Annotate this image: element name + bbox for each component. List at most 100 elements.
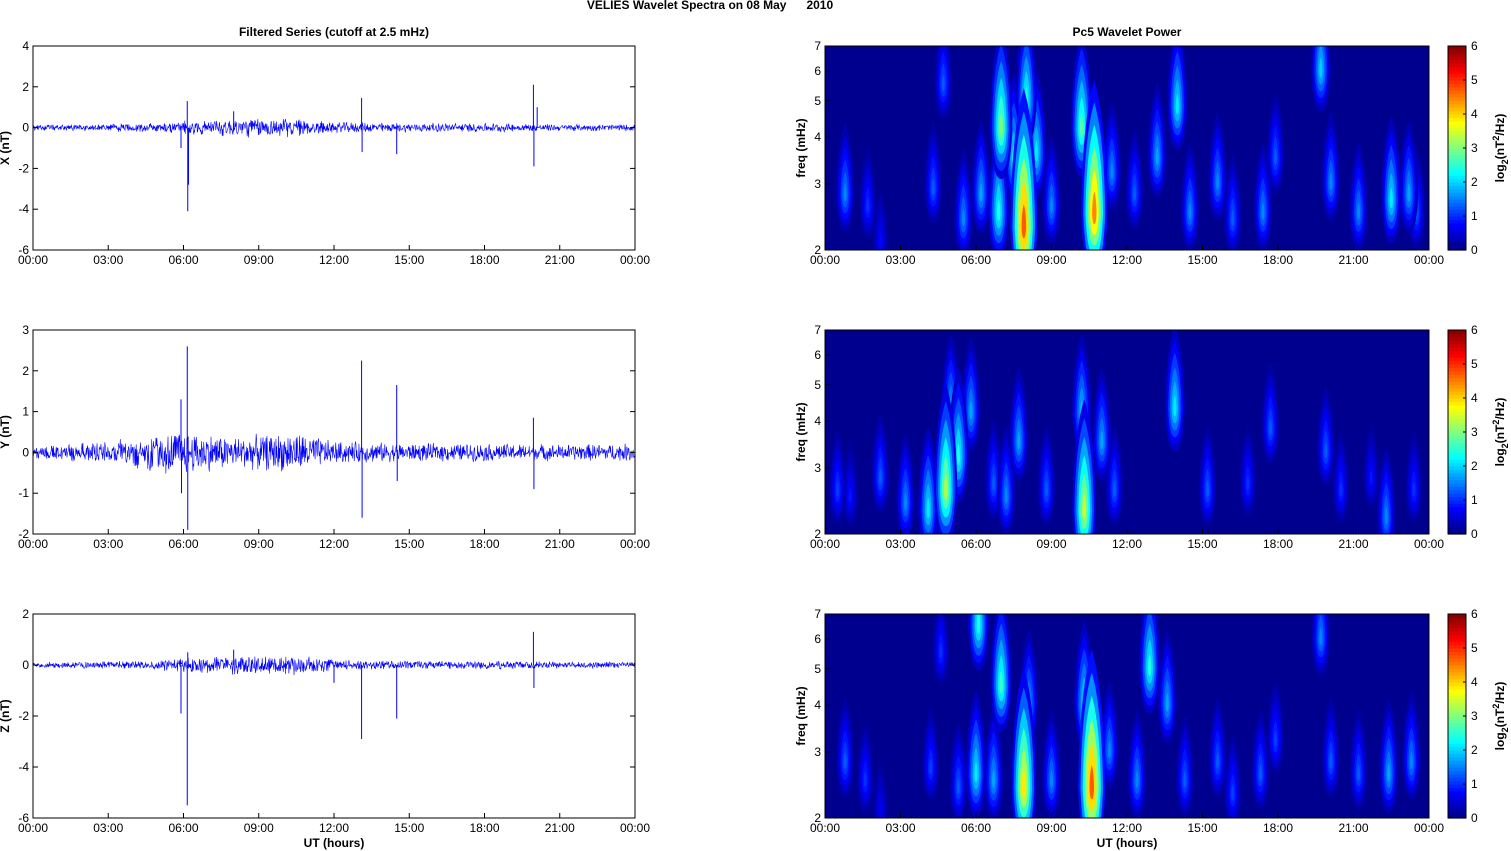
colorbar-tick-label: 4 [1471, 391, 1478, 405]
x-tick-label: 00:00 [620, 821, 650, 835]
y-tick-label: 3 [814, 177, 821, 191]
colorbar-swatch [1448, 233, 1466, 237]
y-tick-label: -6 [18, 243, 29, 257]
y-tick-label: 3 [814, 745, 821, 759]
power-blob [943, 473, 948, 501]
y-axis-label: Y (nT) [0, 415, 12, 449]
colorbar-swatch [1448, 624, 1466, 629]
colorbar-swatch [1448, 182, 1466, 186]
colorbar-swatch [1448, 736, 1466, 741]
colorbar-swatch [1448, 784, 1466, 788]
power-blob [1273, 730, 1277, 747]
colorbar-tick-label: 4 [1471, 107, 1478, 121]
colorbar-swatch [1448, 428, 1466, 433]
x-tick-label: 03:00 [885, 253, 915, 267]
power-blob [1231, 784, 1235, 801]
colorbar-swatch [1448, 455, 1466, 460]
power-blob [1384, 506, 1388, 525]
x-tick-label: 21:00 [545, 537, 575, 551]
colorbar-swatch [1448, 185, 1466, 190]
colorbar-swatch [1448, 709, 1466, 714]
colorbar-swatch [1448, 148, 1466, 152]
y-axis-label: X (nT) [0, 131, 12, 165]
colorbar-swatch [1448, 141, 1466, 146]
y-tick-label: 7 [814, 323, 821, 337]
power-blob [1133, 184, 1137, 201]
power-blob [1034, 140, 1039, 162]
x-tick-label: 15:00 [394, 253, 424, 267]
power-blob [1188, 201, 1192, 220]
power-blob [939, 643, 943, 659]
colorbar-swatch [1448, 804, 1466, 809]
power-blob [1261, 201, 1265, 220]
heatmap-background [825, 46, 1429, 250]
colorbar-swatch [1448, 780, 1466, 785]
colorbar-swatch [1448, 63, 1466, 67]
power-blobs [829, 330, 1423, 534]
power-blob [1017, 430, 1021, 450]
colorbar-swatch [1448, 462, 1466, 467]
colorbar-swatch [1448, 216, 1466, 220]
colorbar-swatch [1448, 530, 1466, 535]
colorbar-swatch [1448, 814, 1466, 819]
power-blob [1110, 161, 1114, 180]
series-line [32, 118, 636, 138]
y-tick-label: 2 [814, 811, 821, 825]
power-blob [1079, 112, 1084, 138]
colorbar-swatch [1448, 52, 1466, 57]
colorbar-swatch [1448, 127, 1466, 132]
colorbar-tick-label: 5 [1471, 641, 1478, 655]
power-blob [1173, 395, 1177, 417]
colorbar-swatch [1448, 520, 1466, 525]
colorbar-tick-label: 6 [1471, 607, 1478, 621]
colorbar-swatch [1448, 756, 1466, 761]
colorbar-swatch [1448, 49, 1466, 54]
colorbar-swatch [1448, 763, 1466, 768]
y-tick-label: 6 [814, 348, 821, 362]
x-tick-label: 21:00 [545, 253, 575, 267]
colorbar-swatch [1448, 134, 1466, 139]
power-blob [999, 670, 1003, 694]
colorbar-label: log2(nT2/Hz) [1491, 398, 1510, 467]
x-tick-label: 12:00 [319, 253, 349, 267]
power-blob [969, 400, 973, 420]
y-tick-label: -2 [18, 527, 29, 541]
power-blob [1082, 492, 1087, 521]
colorbar-swatch [1448, 387, 1466, 392]
colorbar-swatch [1448, 350, 1466, 355]
colorbar-tick-label: 1 [1471, 777, 1478, 791]
colorbar-swatch [1448, 80, 1466, 84]
x-tick-label: 09:00 [1036, 253, 1066, 267]
colorbar-swatch [1448, 222, 1466, 227]
colorbar-swatch [1448, 56, 1466, 61]
colorbar-swatch [1448, 620, 1466, 625]
colorbar-swatch [1448, 500, 1466, 504]
power-blob [992, 768, 996, 788]
wavelet-panel-2: 2 3 4 5 6 7 00:00 03:00 06:00 09:00 12:00 15:00 18:0… [794, 323, 1510, 551]
x-tick-label: 12:00 [319, 821, 349, 835]
y-tick-label: -6 [18, 811, 29, 825]
colorbar-swatch [1448, 716, 1466, 720]
y-axis-label: Z (nT) [0, 699, 12, 732]
colorbar-swatch [1448, 114, 1466, 118]
colorbar-swatch [1448, 654, 1466, 659]
x-tick-label: 15:00 [1187, 253, 1217, 267]
colorbar-swatch [1448, 168, 1466, 173]
power-blob [1092, 191, 1097, 225]
colorbar-swatch [1448, 705, 1466, 710]
power-blob [1268, 418, 1272, 436]
colorbar-swatch [1448, 432, 1466, 436]
power-blob [1089, 765, 1095, 800]
power-blob [1049, 769, 1054, 788]
power-blob [1339, 481, 1343, 497]
power-blob [929, 758, 933, 775]
power-blob [1044, 480, 1048, 497]
colorbar-swatch [1448, 408, 1466, 413]
power-blob [1004, 485, 1008, 504]
y-tick-label: 3 [22, 323, 29, 337]
power-blob [1165, 692, 1169, 712]
power-blob [1319, 627, 1323, 646]
colorbar-swatch [1448, 671, 1466, 676]
y-tick-label: 5 [814, 94, 821, 108]
colorbar-swatch [1448, 425, 1466, 430]
